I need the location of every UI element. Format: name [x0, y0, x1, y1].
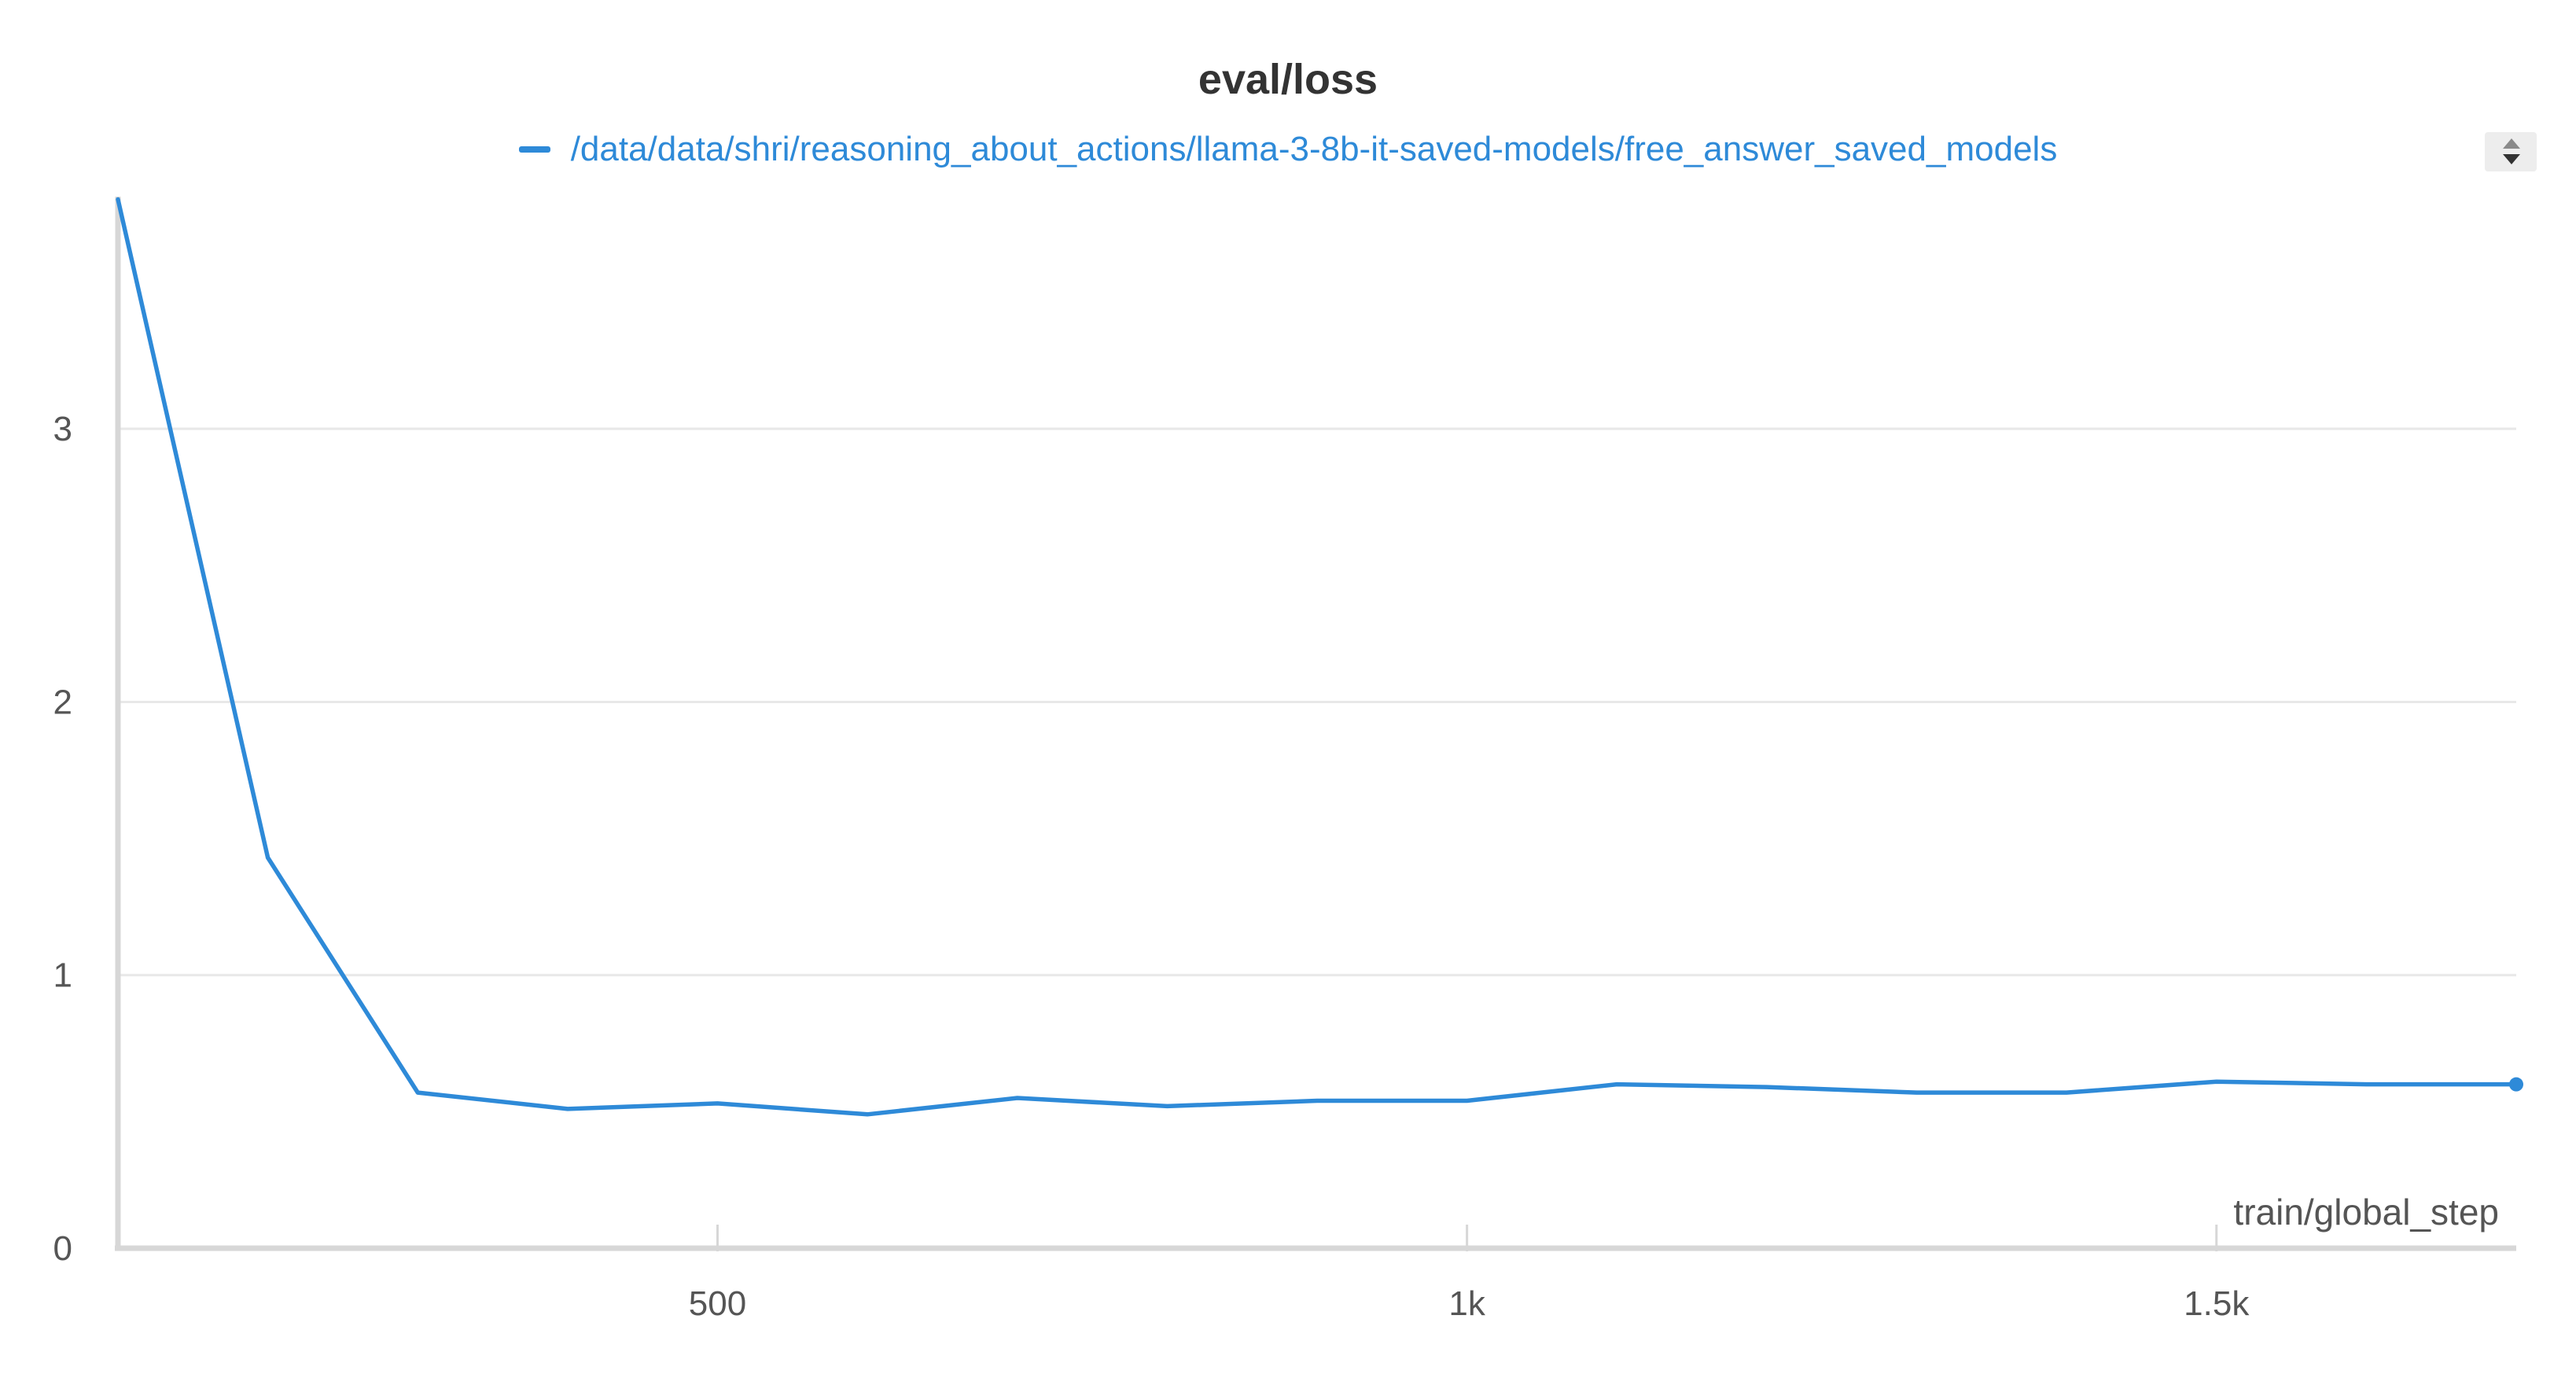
scroll-down-icon[interactable] [2503, 154, 2520, 164]
legend-label[interactable]: /data/data/shri/reasoning_about_actions/… [570, 130, 2058, 168]
series-end-marker [2509, 1077, 2523, 1092]
legend-scroll-control[interactable] [2485, 132, 2537, 171]
y-tick-label: 2 [53, 683, 72, 721]
legend-swatch [518, 146, 550, 153]
series-line [116, 197, 2519, 1117]
y-tick-label: 1 [53, 956, 72, 995]
x-tick-label: 1.5k [2184, 1284, 2250, 1323]
x-tick-label: 1k [1448, 1284, 1485, 1323]
x-tick-label: 500 [689, 1284, 746, 1323]
legend: /data/data/shri/reasoning_about_actions/… [0, 130, 2576, 169]
y-tick-label: 3 [53, 410, 72, 448]
scroll-up-icon[interactable] [2503, 138, 2520, 149]
x-axis-title: train/global_step [2233, 1192, 2499, 1232]
y-tick-label: 0 [53, 1229, 72, 1268]
chart-title: eval/loss [1198, 56, 1378, 103]
